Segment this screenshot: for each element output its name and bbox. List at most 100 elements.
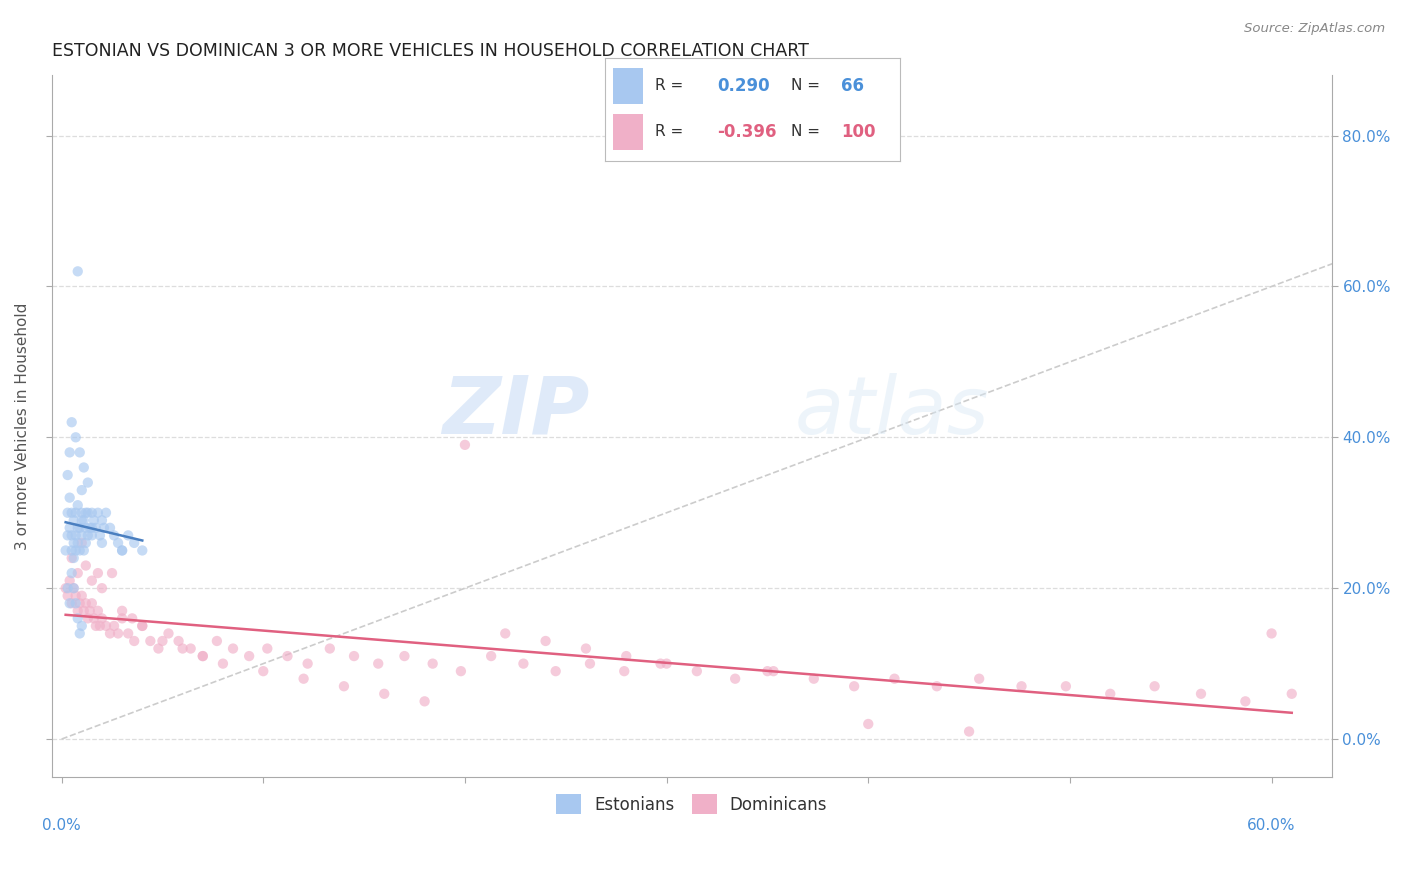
Point: [724, 672, 747, 686]
Point: [131, 619, 153, 633]
Text: 0.290: 0.290: [717, 77, 769, 95]
Point: [84, 521, 107, 535]
Point: [56, 581, 79, 595]
Text: 60.0%: 60.0%: [1247, 818, 1296, 833]
Point: [89, 528, 111, 542]
Point: [1054, 679, 1077, 693]
Point: [180, 641, 202, 656]
Point: [73, 604, 96, 618]
Point: [756, 664, 779, 678]
Point: [76, 528, 98, 542]
Point: [373, 687, 395, 701]
Text: 100: 100: [841, 123, 876, 141]
Point: [73, 543, 96, 558]
Point: [686, 664, 709, 678]
Point: [80, 506, 103, 520]
Point: [62, 536, 84, 550]
Point: [205, 634, 228, 648]
Point: [111, 611, 134, 625]
Point: [117, 528, 139, 542]
Point: [111, 543, 134, 558]
Bar: [613, 114, 643, 150]
Text: R =: R =: [655, 124, 683, 139]
Point: [1234, 694, 1257, 708]
Text: 66: 66: [841, 77, 863, 95]
Point: [107, 626, 129, 640]
Point: [70, 536, 93, 550]
Point: [59, 491, 82, 505]
Point: [1099, 687, 1122, 701]
Text: ESTONIAN VS DOMINICAN 3 OR MORE VEHICLES IN HOUSEHOLD CORRELATION CHART: ESTONIAN VS DOMINICAN 3 OR MORE VEHICLES…: [52, 42, 808, 60]
Point: [650, 657, 672, 671]
Point: [84, 619, 107, 633]
Point: [343, 649, 366, 664]
Point: [883, 672, 905, 686]
Point: [91, 611, 114, 625]
Point: [93, 521, 115, 535]
Point: [59, 445, 82, 459]
Text: N =: N =: [790, 124, 820, 139]
Point: [191, 649, 214, 664]
Point: [139, 634, 162, 648]
Point: [66, 521, 89, 535]
Point: [111, 543, 134, 558]
Point: [131, 619, 153, 633]
Point: [65, 596, 87, 610]
Point: [56, 528, 79, 542]
Point: [65, 528, 87, 542]
Point: [80, 521, 103, 535]
Point: [59, 596, 82, 610]
Point: [655, 657, 678, 671]
Point: [56, 506, 79, 520]
Point: [69, 626, 91, 640]
Point: [94, 619, 117, 633]
Point: [66, 566, 89, 580]
Point: [1281, 687, 1303, 701]
Point: [148, 641, 170, 656]
Point: [87, 566, 110, 580]
Point: [66, 264, 89, 278]
Point: [925, 679, 948, 693]
Point: [75, 596, 97, 610]
Point: [83, 513, 105, 527]
Point: [55, 543, 77, 558]
Point: [66, 536, 89, 550]
Point: [60, 415, 83, 429]
Point: [73, 460, 96, 475]
Point: [87, 506, 110, 520]
Point: [1011, 679, 1033, 693]
Point: [65, 430, 87, 444]
Point: [59, 521, 82, 535]
Point: [222, 641, 245, 656]
Point: [579, 657, 602, 671]
Point: [62, 513, 84, 527]
Point: [75, 558, 97, 573]
Point: [762, 664, 785, 678]
Point: [276, 649, 298, 664]
Point: [544, 664, 567, 678]
Point: [75, 536, 97, 550]
Legend: Estonians, Dominicans: Estonians, Dominicans: [550, 788, 834, 821]
Point: [319, 641, 342, 656]
Point: [94, 506, 117, 520]
Point: [613, 664, 636, 678]
Point: [70, 513, 93, 527]
Point: [1260, 626, 1282, 640]
Point: [614, 649, 637, 664]
Point: [91, 536, 114, 550]
Point: [69, 543, 91, 558]
Point: [62, 581, 84, 595]
Point: [103, 528, 125, 542]
Text: R =: R =: [655, 78, 683, 93]
Point: [292, 672, 315, 686]
Point: [55, 581, 77, 595]
Point: [65, 543, 87, 558]
Point: [62, 551, 84, 566]
Point: [512, 657, 534, 671]
Point: [122, 634, 145, 648]
Point: [66, 604, 89, 618]
Point: [70, 589, 93, 603]
Point: [80, 596, 103, 610]
Point: [367, 657, 389, 671]
Point: [122, 536, 145, 550]
